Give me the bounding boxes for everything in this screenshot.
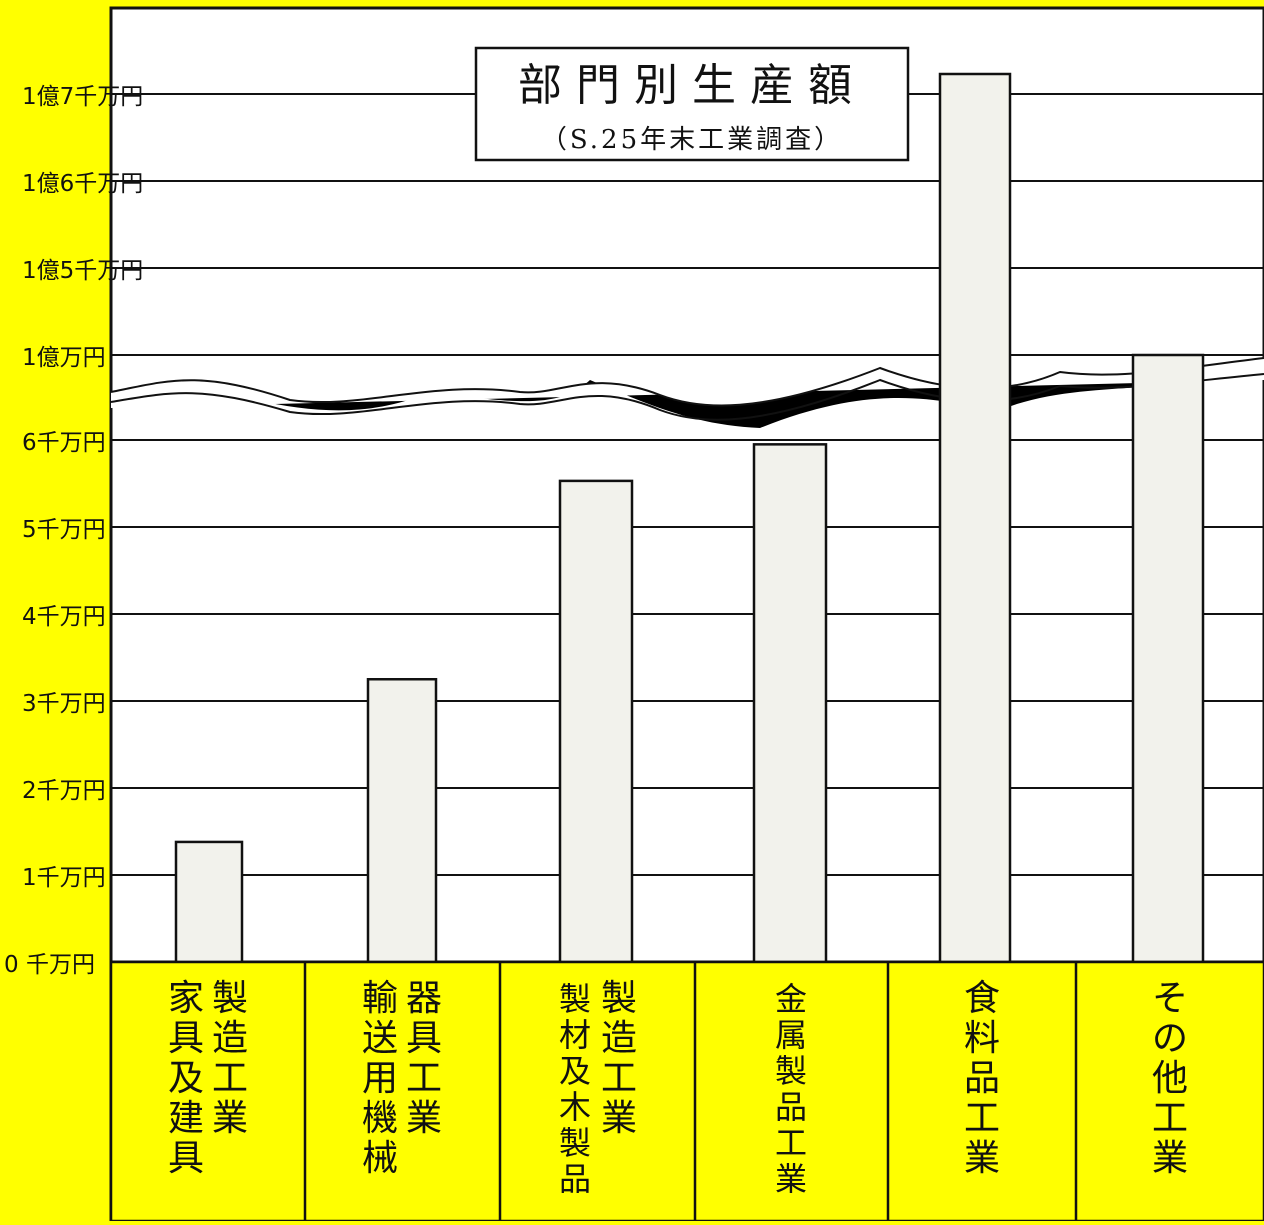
y-tick-label: 1億5千万円 bbox=[22, 258, 143, 284]
category-label-char: 工 bbox=[212, 1058, 248, 1099]
y-tick-label: 3千万円 bbox=[22, 691, 106, 717]
page-subtitle: （S.25年末工業調査） bbox=[541, 125, 843, 155]
category-label-char: 品 bbox=[775, 1088, 807, 1126]
category-label-char: 木 bbox=[559, 1088, 591, 1126]
y-tick-label: 0 千万円 bbox=[4, 952, 95, 978]
category-label-char: の bbox=[1152, 1018, 1188, 1059]
bar bbox=[938, 72, 1012, 964]
category-label-char: 工 bbox=[1152, 1098, 1188, 1139]
category-label-char: 輸 bbox=[362, 978, 398, 1019]
category-label-char: 造 bbox=[601, 1018, 637, 1059]
category-label-char: 工 bbox=[601, 1058, 637, 1099]
category-label-char: 及 bbox=[168, 1058, 204, 1099]
y-tick-label: 6千万円 bbox=[22, 430, 106, 456]
category-label-char: 具 bbox=[168, 1138, 204, 1179]
axis-break-line-bottom bbox=[110, 373, 1264, 421]
category-label-char: 業 bbox=[1152, 1138, 1188, 1179]
category-label-char: 械 bbox=[362, 1138, 398, 1179]
category-label-char: 用 bbox=[362, 1058, 398, 1099]
axis-break-band bbox=[111, 358, 1264, 428]
bar bbox=[1131, 353, 1205, 964]
category-label-char: 材 bbox=[559, 1016, 591, 1054]
category-label-char: 業 bbox=[775, 1160, 807, 1198]
category-label-char: 具 bbox=[168, 1018, 204, 1059]
category-label-char: 製 bbox=[559, 980, 591, 1018]
axis-break bbox=[110, 357, 1264, 428]
y-axis-tick-labels: 0 千万円 1千万円 2千万円 3千万円 4千万円 5千万円 6千万円 1億万円 1億5千万円 1… bbox=[4, 84, 143, 978]
category-label-char: 工 bbox=[775, 1124, 807, 1162]
category-label-char: 金 bbox=[775, 980, 807, 1018]
category-label-char: 製 bbox=[212, 978, 248, 1019]
category-label-char: 業 bbox=[964, 1138, 1000, 1179]
category-label-char: 器 bbox=[406, 978, 442, 1019]
category-label-char: 工 bbox=[406, 1058, 442, 1099]
category-label-char: 建 bbox=[168, 1098, 204, 1139]
category-label-char: 食 bbox=[964, 978, 1000, 1019]
category-label-char: 送 bbox=[362, 1018, 398, 1059]
bar bbox=[752, 443, 828, 964]
category-label-char: 家 bbox=[168, 978, 204, 1019]
category-label-char: 工 bbox=[964, 1098, 1000, 1139]
y-tick-label: 1千万円 bbox=[22, 865, 106, 891]
category-label-char: そ bbox=[1152, 978, 1188, 1019]
y-tick-label: 1億7千万円 bbox=[22, 84, 143, 110]
category-label-char: 他 bbox=[1152, 1058, 1188, 1099]
category-label-char: 業 bbox=[212, 1098, 248, 1139]
category-label-char: 品 bbox=[559, 1160, 591, 1198]
axis-break-line-top bbox=[110, 357, 1264, 407]
category-label-char: 製 bbox=[559, 1124, 591, 1162]
y-tick-label: 2千万円 bbox=[22, 778, 106, 804]
y-tick-label: 4千万円 bbox=[22, 604, 106, 630]
y-tick-label: 1億万円 bbox=[22, 345, 106, 371]
category-label-char: 製 bbox=[601, 978, 637, 1019]
category-band bbox=[109, 960, 1264, 1223]
category-labels: 製造工業家具及建具器具工業輸送用機械製造工業製材及木製品金属製品工業食料品工業そ… bbox=[109, 960, 1264, 1223]
bar bbox=[558, 479, 634, 964]
page-title: 部門別生産額 bbox=[518, 60, 866, 111]
category-label-char: 業 bbox=[601, 1098, 637, 1139]
category-label-char: 料 bbox=[964, 1018, 1000, 1059]
y-tick-label: 5千万円 bbox=[22, 517, 106, 543]
title-box: 部門別生産額 （S.25年末工業調査） bbox=[474, 46, 910, 162]
bar bbox=[366, 678, 438, 964]
category-label-char: 及 bbox=[559, 1052, 591, 1090]
category-label-char: 品 bbox=[964, 1058, 1000, 1099]
y-tick-label: 1億6千万円 bbox=[22, 171, 143, 197]
category-label-char: 製 bbox=[775, 1052, 807, 1090]
category-label-char: 機 bbox=[362, 1098, 398, 1139]
category-label-char: 造 bbox=[212, 1018, 248, 1059]
category-label-char: 属 bbox=[775, 1016, 807, 1054]
bars bbox=[174, 72, 1205, 964]
bar bbox=[174, 840, 244, 964]
category-label-char: 業 bbox=[406, 1098, 442, 1139]
category-label-char: 具 bbox=[406, 1018, 442, 1059]
